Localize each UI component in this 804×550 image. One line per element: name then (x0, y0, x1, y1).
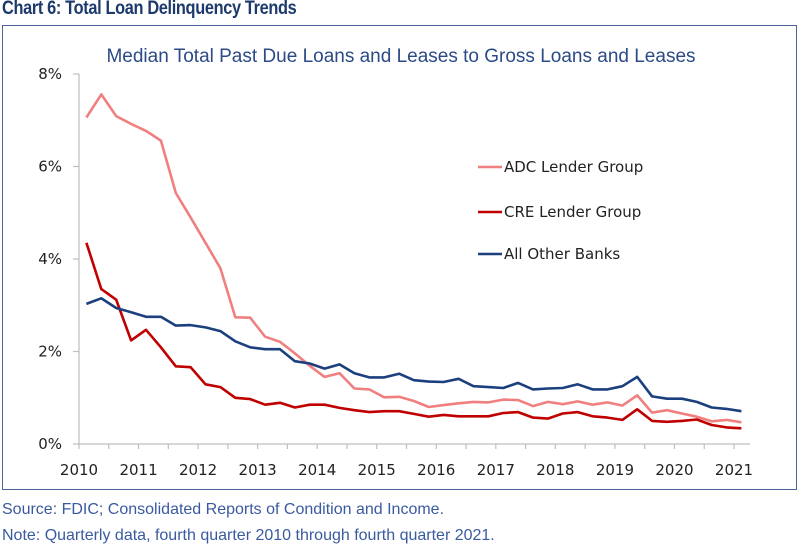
legend-label-adc-lender-group: ADC Lender Group (504, 158, 643, 176)
series-line-all-other-banks (85, 296, 742, 413)
chart-frame (2, 25, 797, 490)
chart-title: Chart 6: Total Loan Delinquency Trends (2, 0, 297, 19)
x-tick-label: 2015 (358, 461, 396, 479)
series-line-cre-lender-group (85, 242, 742, 430)
y-tick-label: 8% (38, 65, 62, 83)
x-tick-label: 2020 (655, 461, 693, 479)
legend-label-all-other-banks: All Other Banks (504, 245, 620, 263)
y-tick-label: 0% (38, 435, 62, 453)
x-tick-label: 2018 (536, 461, 574, 479)
y-tick-label: 4% (38, 250, 62, 268)
x-tick-label: 2010 (60, 461, 98, 479)
y-tick-label: 6% (38, 158, 62, 176)
x-tick-label: 2014 (298, 461, 336, 479)
x-tick-label: 2019 (596, 461, 634, 479)
legend: ADC Lender Group CRE Lender Group All Othe… (478, 158, 643, 263)
series-line-adc-lender-group (85, 93, 742, 424)
x-tick-label: 2021 (715, 461, 753, 479)
x-tick-label: 2011 (119, 461, 157, 479)
x-tick-label: 2017 (477, 461, 515, 479)
data-note: Note: Quarterly data, fourth quarter 201… (2, 527, 495, 544)
x-tick-label: 2016 (417, 461, 455, 479)
source-note: Source: FDIC; Consolidated Reports of Co… (2, 501, 445, 518)
y-tick-label: 2% (38, 343, 62, 361)
legend-label-cre-lender-group: CRE Lender Group (504, 203, 641, 221)
chart-subtitle: Median Total Past Due Loans and Leases t… (106, 46, 695, 67)
axes: 0% 2% 4% 6% 8% 2010 2011 2012 2013 2014 2015 2016 20… (38, 65, 753, 479)
series-lines (85, 93, 742, 430)
x-tick-label: 2013 (239, 461, 277, 479)
x-tick-label: 2012 (179, 461, 217, 479)
